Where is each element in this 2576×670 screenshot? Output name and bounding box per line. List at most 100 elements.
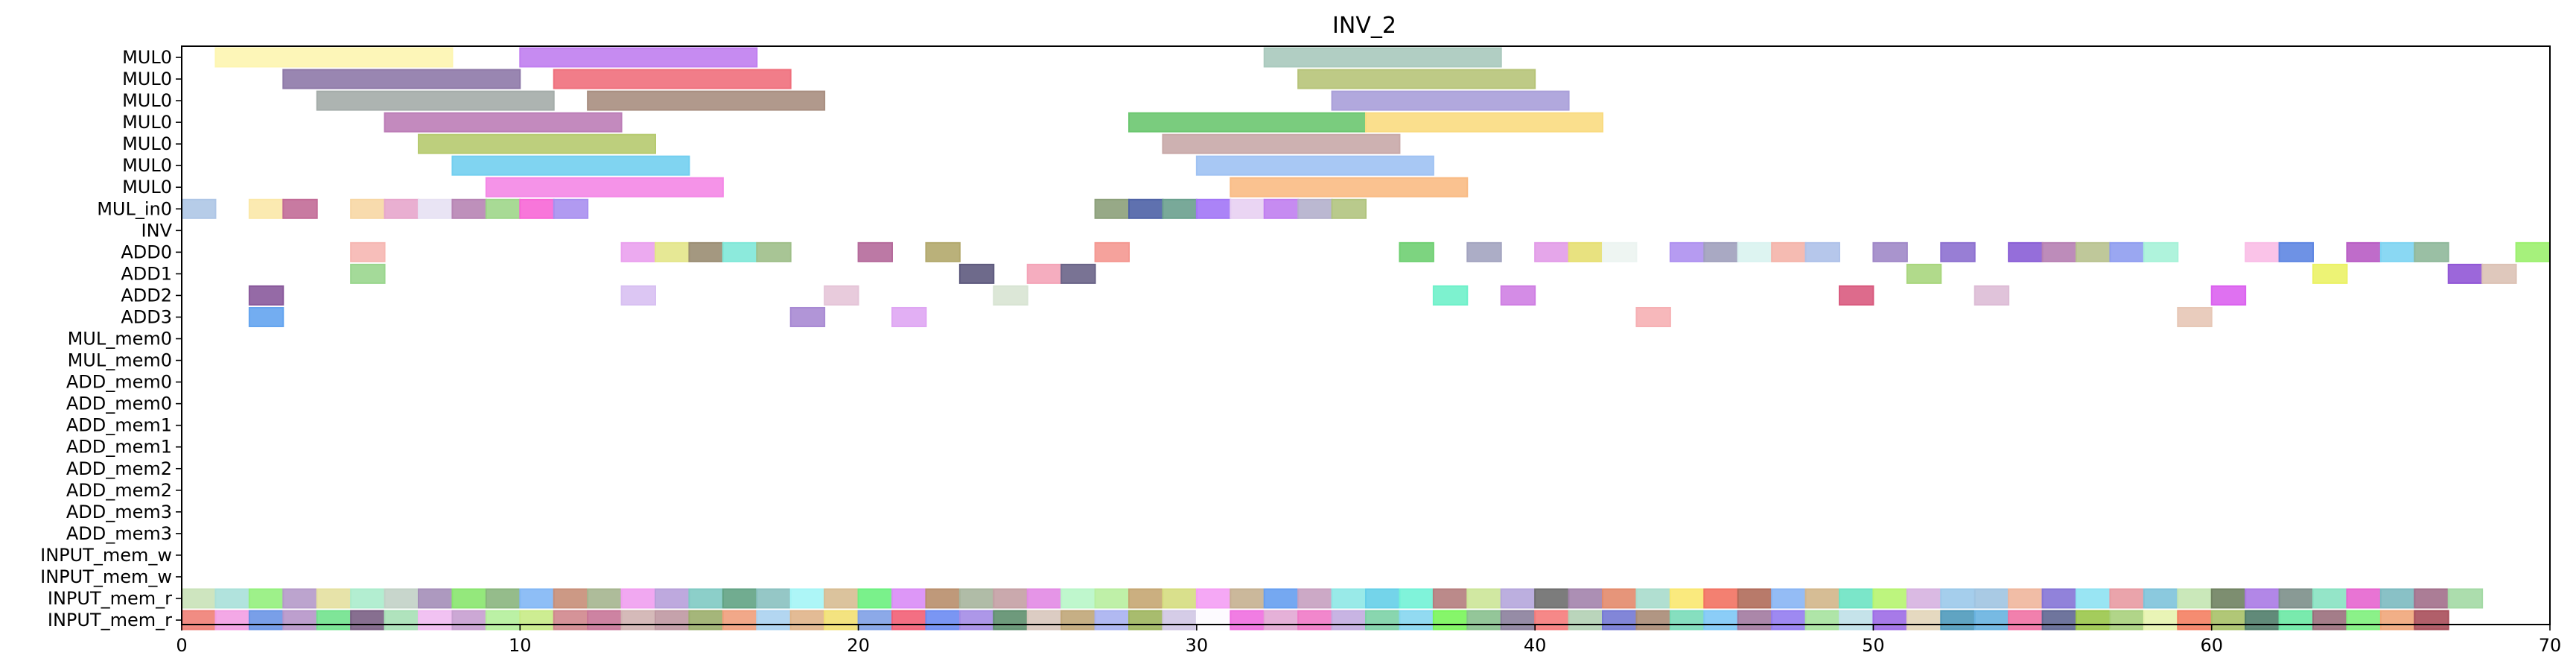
gantt-bar-input-mem-r: [2008, 588, 2044, 609]
bars-layer: [181, 47, 2551, 631]
gantt-bar-input-mem-r: [451, 610, 487, 631]
gantt-bar: [1297, 69, 1536, 89]
gantt-bar: [485, 198, 521, 219]
gantt-bar-input-mem-r: [2177, 610, 2213, 631]
gantt-bar-input-mem-r: [2177, 588, 2213, 609]
gantt-bar-input-mem-r: [553, 610, 589, 631]
gantt-bar-input-mem-r: [1974, 610, 2010, 631]
gantt-bar: [620, 241, 656, 262]
gantt-bar: [1297, 198, 1333, 219]
y-tick-label: MUL_in0: [97, 198, 172, 219]
gantt-bar: [485, 177, 724, 197]
gantt-bar: [1906, 263, 1942, 284]
gantt-bar: [1230, 198, 1265, 219]
gantt-bar-input-mem-r: [1432, 610, 1469, 631]
gantt-bar: [1703, 241, 1739, 262]
gantt-bar: [1974, 285, 2010, 306]
gantt-bar: [282, 69, 521, 89]
gantt-bar-input-mem-r: [485, 588, 521, 609]
x-tick-label: 10: [509, 635, 532, 656]
gantt-bar: [857, 241, 893, 262]
gantt-bar-input-mem-r: [1940, 610, 1976, 631]
y-tick-label: MUL_mem0: [68, 350, 172, 371]
gantt-bar: [1195, 198, 1232, 219]
gantt-bar-input-mem-r: [789, 588, 826, 609]
gantt-bar-input-mem-r: [1128, 610, 1164, 631]
gantt-bar-input-mem-r: [1872, 610, 1908, 631]
gantt-bar: [1568, 241, 1604, 262]
gantt-bar-input-mem-r: [1635, 610, 1671, 631]
gantt-bar-input-mem-r: [891, 588, 927, 609]
gantt-bar-input-mem-r: [857, 610, 893, 631]
gantt-bar-input-mem-r: [1669, 610, 1705, 631]
gantt-bar-input-mem-r: [925, 588, 961, 609]
gantt-bar-input-mem-r: [316, 588, 352, 609]
gantt-bar: [789, 306, 826, 327]
gantt-bar: [1602, 241, 1638, 262]
gantt-bar-input-mem-r: [1906, 610, 1942, 631]
gantt-bar: [1162, 198, 1198, 219]
gantt-bar: [350, 198, 386, 219]
y-tick-label: MUL_mem0: [68, 329, 172, 350]
y-tick-label: ADD3: [121, 306, 172, 327]
gantt-bar: [2278, 241, 2315, 262]
gantt-bar-input-mem-r: [722, 610, 758, 631]
gantt-bar-input-mem-r: [688, 588, 724, 609]
gantt-bar-input-mem-r: [620, 588, 656, 609]
gantt-bar: [181, 198, 217, 219]
gantt-bar: [1365, 112, 1603, 133]
gantt-bar: [1804, 241, 1841, 262]
gantt-bar: [553, 198, 589, 219]
gantt-bar: [248, 306, 284, 327]
y-tick-label: MUL0: [122, 112, 172, 133]
gantt-bar: [1669, 241, 1705, 262]
gantt-bar-input-mem-r: [1128, 588, 1164, 609]
gantt-bar: [553, 69, 792, 89]
gantt-bar: [350, 241, 386, 262]
gantt-bar-input-mem-r: [2008, 610, 2044, 631]
gantt-bar: [824, 285, 859, 306]
gantt-bar: [282, 198, 318, 219]
gantt-bar-input-mem-r: [451, 588, 487, 609]
gantt-bar: [1432, 285, 1469, 306]
y-tick-label: MUL0: [122, 47, 172, 68]
gantt-bar: [1195, 155, 1434, 176]
gantt-bar-input-mem-r: [1026, 610, 1063, 631]
gantt-bar-input-mem-r: [2143, 610, 2179, 631]
gantt-bar-input-mem-r: [1737, 610, 1773, 631]
gantt-bar-input-mem-r: [2312, 610, 2348, 631]
gantt-bar: [1331, 198, 1367, 219]
y-tick-label: ADD_mem3: [66, 502, 172, 522]
x-tick-label: 60: [2200, 635, 2223, 656]
gantt-bar: [451, 155, 690, 176]
gantt-bar-input-mem-r: [2041, 588, 2078, 609]
y-tick-label: ADD_mem1: [66, 415, 172, 436]
gantt-bar: [1128, 198, 1164, 219]
gantt-bar-input-mem-r: [1365, 588, 1401, 609]
gantt-bar-input-mem-r: [2076, 610, 2111, 631]
gantt-bar-input-mem-r: [181, 610, 217, 631]
gantt-bar-input-mem-r: [1839, 610, 1874, 631]
gantt-bar-input-mem-r: [1297, 588, 1333, 609]
gantt-bar-input-mem-r: [1534, 610, 1570, 631]
gantt-bar-input-mem-r: [1466, 610, 1502, 631]
gantt-bar: [1026, 263, 1063, 284]
gantt-bar: [2008, 241, 2044, 262]
gantt-bar-input-mem-r: [587, 610, 623, 631]
gantt-bar-input-mem-r: [519, 588, 555, 609]
plot-frame: [181, 45, 2551, 625]
y-tick-label: MUL0: [122, 90, 172, 111]
gantt-bar-input-mem-r: [1331, 610, 1367, 631]
gantt-bar-input-mem-r: [248, 588, 284, 609]
y-tick-label: MUL0: [122, 69, 172, 89]
x-tick-label: 0: [176, 635, 187, 656]
x-tick-label: 70: [2539, 635, 2562, 656]
gantt-bar-input-mem-r: [1737, 588, 1773, 609]
gantt-bar: [2414, 241, 2449, 262]
gantt-bar-input-mem-r: [1602, 588, 1638, 609]
x-tick-label: 30: [1186, 635, 1209, 656]
y-tick-label: ADD1: [121, 263, 172, 284]
gantt-bar-input-mem-r: [2346, 610, 2382, 631]
